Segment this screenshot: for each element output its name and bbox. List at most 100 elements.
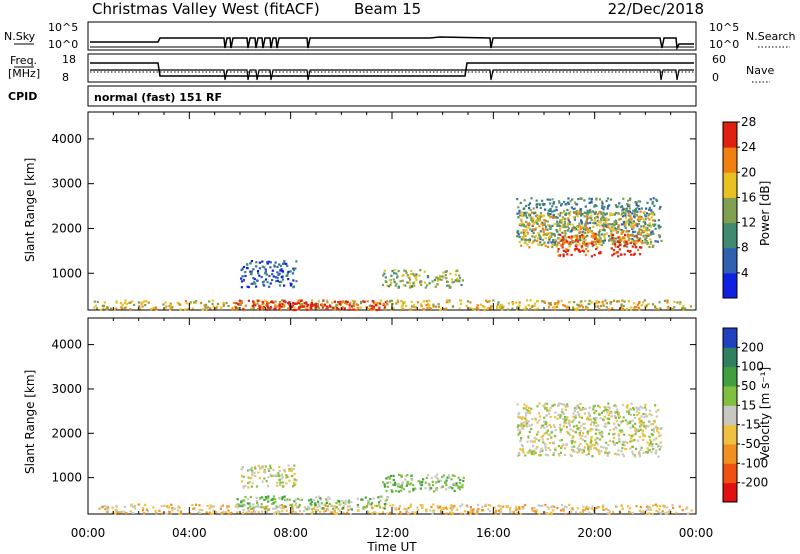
scatter-cell — [517, 216, 520, 219]
scatter-cell — [646, 224, 650, 227]
scatter-cell — [264, 278, 268, 281]
scatter-cell — [638, 509, 641, 512]
scatter-cell — [123, 505, 126, 508]
scatter-cell — [579, 235, 582, 238]
scatter-cell — [564, 232, 567, 235]
scatter-cell — [535, 219, 538, 222]
scatter-cell — [556, 220, 559, 223]
scatter-cell — [142, 509, 145, 512]
scatter-cell — [398, 473, 401, 476]
scatter-cell — [511, 307, 514, 310]
scatter-cell — [410, 300, 413, 303]
scatter-cell — [577, 304, 581, 307]
scatter-cell — [642, 235, 645, 238]
scatter-cell — [637, 429, 640, 432]
scatter-cell — [607, 413, 610, 416]
scatter-cell — [583, 412, 586, 415]
scatter-cell — [381, 283, 385, 287]
scatter-cell — [547, 507, 550, 510]
scatter-cell — [630, 212, 634, 215]
scatter-cell — [641, 240, 644, 243]
scatter-cell — [407, 275, 410, 278]
scatter-cell — [634, 432, 637, 436]
scatter-cell — [192, 301, 196, 304]
scatter-cell — [231, 306, 234, 309]
scatter-cell — [533, 507, 536, 510]
scatter-cell — [541, 300, 544, 303]
scatter-cell — [284, 505, 287, 508]
scatter-cell — [282, 468, 285, 472]
scatter-cell — [288, 498, 291, 501]
scatter-cell — [346, 505, 349, 508]
scatter-cell — [279, 484, 282, 487]
scatter-cell — [315, 496, 318, 499]
x-axis-label: Time UT — [366, 540, 417, 554]
scatter-cell — [394, 506, 397, 509]
scatter-cell — [409, 482, 412, 485]
scatter-cell — [583, 211, 586, 214]
scatter-cell — [559, 220, 562, 224]
scatter-cell — [619, 238, 622, 241]
scatter-cell — [590, 214, 593, 217]
scatter-cell — [630, 218, 633, 221]
scatter-cell — [518, 304, 521, 307]
scatter-cell — [553, 425, 556, 429]
scatter-cell — [583, 231, 587, 234]
date-title: 22/Dec/2018 — [608, 0, 704, 18]
scatter-cell — [344, 501, 347, 504]
scatter-cell — [368, 304, 371, 307]
scatter-cell — [667, 305, 670, 308]
scatter-cell — [410, 270, 413, 273]
scatter-cell — [642, 438, 645, 441]
scatter-cell — [366, 499, 369, 502]
scatter-cell — [532, 445, 535, 448]
scatter-cell — [441, 475, 444, 479]
scatter-cell — [555, 209, 558, 212]
scatter-cell — [561, 235, 564, 239]
scatter-cell — [630, 434, 633, 437]
scatter-cell — [557, 222, 560, 225]
scatter-cell — [266, 261, 269, 264]
scatter-cell — [385, 498, 388, 501]
scatter-cell — [442, 276, 445, 279]
scatter-cell — [577, 238, 580, 241]
scatter-cell — [241, 275, 244, 278]
scatter-cell — [383, 483, 386, 486]
scatter-cell — [573, 409, 576, 413]
scatter-cell — [414, 487, 417, 490]
scatter-cell — [521, 507, 524, 510]
scatter-cell — [439, 505, 442, 508]
scatter-cell — [610, 226, 613, 229]
scatter-cell — [608, 510, 611, 513]
scatter-cell — [527, 436, 530, 440]
scatter-cell — [527, 304, 530, 307]
scatter-cell — [621, 299, 624, 302]
scatter-cell — [604, 222, 607, 225]
scatter-cell — [618, 429, 621, 432]
scatter-cell — [171, 306, 174, 309]
scatter-cell — [206, 504, 209, 508]
scatter-cell — [454, 279, 457, 282]
scatter-cell — [164, 512, 167, 515]
scatter-cell — [512, 511, 515, 514]
cpid-panel-frame — [87, 85, 697, 107]
scatter-cell — [544, 244, 547, 247]
scatter-cell — [288, 479, 291, 482]
scatter-cell — [379, 506, 382, 509]
scatter-cell — [585, 505, 588, 508]
scatter-cell — [154, 306, 157, 309]
scatter-cell — [406, 281, 409, 284]
scatter-cell — [518, 209, 521, 212]
colorbar-swatch — [723, 482, 737, 503]
scatter-cell — [552, 201, 556, 204]
scatter-cell — [602, 239, 605, 243]
scatter-cell — [292, 485, 295, 488]
scatter-cell — [281, 278, 285, 281]
scatter-cell — [645, 424, 648, 427]
scatter-cell — [382, 506, 385, 509]
scatter-cell — [684, 307, 687, 310]
scatter-cell — [466, 505, 469, 508]
scatter-cell — [280, 473, 284, 476]
scatter-cell — [310, 308, 313, 311]
scatter-cell — [647, 425, 650, 428]
